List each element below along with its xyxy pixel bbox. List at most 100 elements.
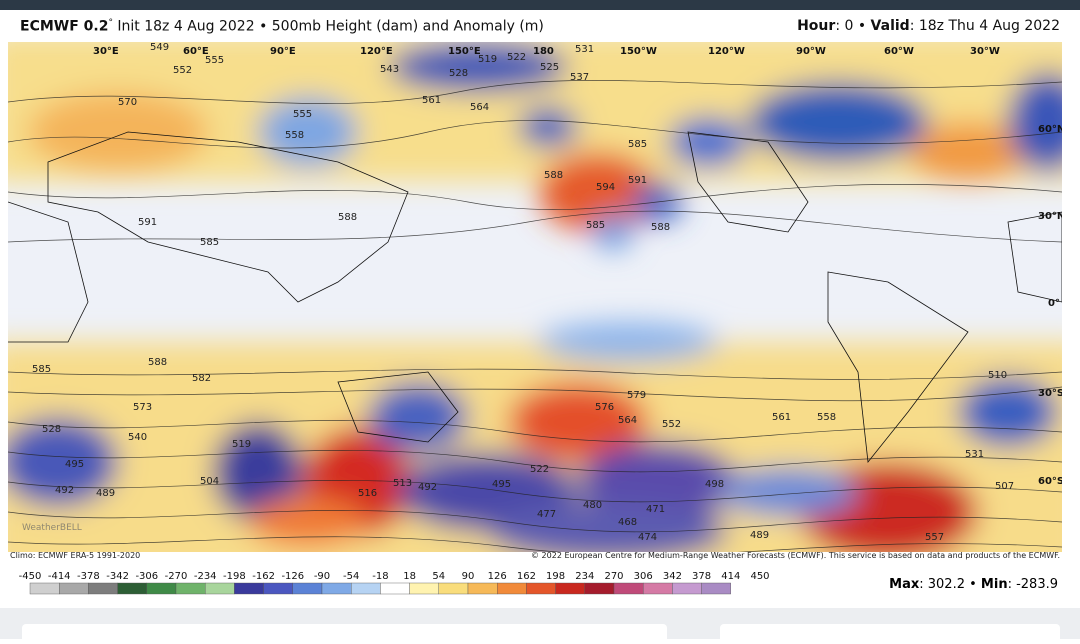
contour-label: 585	[32, 364, 51, 375]
hour: : 0 •	[835, 18, 871, 34]
contour-label: 591	[138, 217, 157, 228]
colorbar-segment	[321, 582, 352, 595]
lon-label: 180	[533, 46, 554, 57]
contour-label: 510	[988, 370, 1007, 381]
card	[22, 624, 667, 644]
contour-label: 540	[128, 432, 147, 443]
top-bar	[0, 0, 1080, 10]
lon-label: 60°W	[884, 46, 914, 57]
colorbar-label: -198	[223, 571, 246, 582]
contour-label: 480	[583, 500, 602, 511]
contour-label: 531	[575, 44, 594, 55]
contour-label: 519	[478, 54, 497, 65]
climo: Climo: ECMWF ERA-5 1991-2020	[10, 551, 141, 560]
map: 30°E 60°E 90°E 120°E 150°E 180 150°W 120…	[8, 42, 1062, 552]
contour-label: 477	[537, 509, 556, 520]
colorbar-label: 126	[488, 571, 507, 582]
colorbar-label: 198	[546, 571, 565, 582]
colorbar-segment	[234, 582, 264, 595]
colorbar-label: -450	[19, 571, 42, 582]
watermark: WeatherBELL	[22, 523, 82, 533]
valid: : 18z Thu 4 Aug 2022	[909, 18, 1060, 34]
contour-label: 528	[449, 68, 468, 79]
colorbar-label: -378	[77, 571, 100, 582]
colorbar-segment	[467, 582, 498, 595]
colorbar-segment	[643, 582, 673, 595]
colorbar-label: -270	[165, 571, 188, 582]
colorbar-label: 270	[604, 571, 623, 582]
contour-label: 557	[925, 532, 944, 543]
contour-label: 492	[55, 485, 74, 496]
contour-label: 495	[65, 459, 84, 470]
contour-label: 588	[148, 357, 167, 368]
colorbar-label: 342	[663, 571, 682, 582]
colorbar-label: -306	[135, 571, 158, 582]
contour-label: 570	[118, 97, 137, 108]
contour-label: 585	[628, 139, 647, 150]
contour-label: 522	[507, 52, 526, 63]
contour-label: 531	[965, 449, 984, 460]
contour-label: 588	[544, 170, 563, 181]
colorbar-segment	[175, 582, 206, 595]
colorbar-label: 414	[721, 571, 740, 582]
contour-label: 519	[232, 439, 251, 450]
contour-label: 588	[651, 222, 670, 233]
contour-label: 522	[530, 464, 549, 475]
contour-label: 588	[338, 212, 357, 223]
lat-label: 30°N	[1038, 211, 1062, 222]
colorbar-segment	[292, 582, 323, 595]
contour-label: 579	[627, 390, 646, 401]
colorbar-label: 162	[517, 571, 536, 582]
card	[720, 624, 1060, 644]
max-label: Max	[889, 577, 920, 592]
contour-label: 489	[750, 530, 769, 541]
colorbar-label: -90	[314, 571, 330, 582]
colorbar-segment	[380, 582, 410, 595]
colorbar-label: 378	[692, 571, 711, 582]
contour-label: 543	[380, 64, 399, 75]
title: ECMWF 0.2° Init 18z 4 Aug 2022 • 500mb H…	[20, 18, 544, 35]
contour-label: 555	[293, 109, 312, 120]
colorbar-label: -18	[372, 571, 388, 582]
colorbar-segment	[204, 582, 235, 595]
contour-label: 558	[285, 130, 304, 141]
colorbar-segment	[584, 582, 615, 595]
colorbar-label: -342	[106, 571, 129, 582]
contour-label: 585	[200, 237, 219, 248]
hour-label: Hour	[797, 18, 836, 34]
colorbar-segment	[555, 582, 585, 595]
valid-label: Valid	[870, 18, 910, 34]
contour-label: 558	[817, 412, 836, 423]
lon-label: 120°E	[360, 46, 393, 57]
colorbar-segment	[497, 582, 527, 595]
contour-label: 561	[772, 412, 791, 423]
contour-label: 582	[192, 373, 211, 384]
colorbar-segment	[117, 582, 147, 595]
lon-label: 90°W	[796, 46, 826, 57]
contour-label: 552	[173, 65, 192, 76]
contour-label: 513	[393, 478, 412, 489]
lon-label: 30°W	[970, 46, 1000, 57]
contour-label: 474	[638, 532, 657, 543]
colorbar: -450 -414 -378 -342 -306 -270 -234 -198 -162 -126…	[19, 571, 770, 595]
colorbar-label: 234	[575, 571, 594, 582]
lon-label: 30°E	[93, 46, 119, 57]
colorbar-label: -54	[343, 571, 359, 582]
contour-label: 525	[540, 62, 559, 73]
max: : 302.2 •	[919, 577, 981, 592]
contour-label: 492	[418, 482, 437, 493]
colorbar-segment	[263, 582, 294, 595]
contour-label: 528	[42, 424, 61, 435]
colorbar-label: 450	[750, 571, 769, 582]
colorbar-segment	[438, 582, 469, 595]
contour-label: 504	[200, 476, 219, 487]
colorbar-label: 18	[403, 571, 416, 582]
lon-label: 150°E	[448, 46, 481, 57]
degree: °	[108, 18, 113, 28]
lon-label: 150°W	[620, 46, 657, 57]
colorbar-segment	[409, 582, 440, 595]
contour-label: 507	[995, 481, 1014, 492]
contour-label: 555	[205, 55, 224, 66]
colorbar-label: -414	[48, 571, 71, 582]
